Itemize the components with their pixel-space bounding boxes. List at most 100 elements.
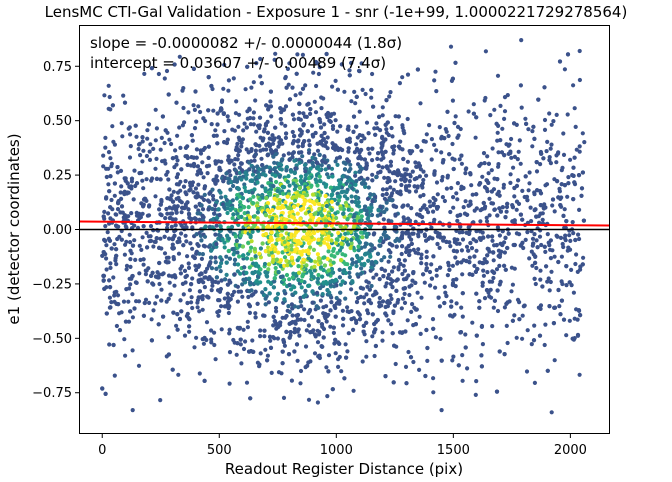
data-point [191,66,196,71]
data-point [206,295,211,300]
data-point [333,147,338,152]
data-point [333,314,338,319]
data-point [410,169,415,174]
data-point [191,190,196,195]
data-point [250,229,255,234]
data-point [157,260,162,266]
data-point [169,193,174,198]
data-point [386,259,391,264]
data-point [227,381,232,386]
data-point [184,239,189,244]
data-point [312,99,317,104]
data-point [263,123,268,128]
data-point [330,278,335,283]
data-point [312,264,317,269]
data-point [424,261,429,267]
data-point [451,195,456,200]
data-point [122,337,127,342]
data-point [263,347,268,352]
data-point [359,61,364,66]
data-point [235,284,240,289]
data-point [116,224,121,229]
data-point [292,134,297,139]
data-point [153,301,158,306]
data-point [410,278,415,283]
data-point [360,359,365,364]
data-point [243,230,248,235]
data-point [223,277,228,282]
data-point [183,145,188,150]
y-tick-label: −0.25 [32,277,72,292]
data-point [311,328,316,333]
data-point [236,187,241,192]
data-point [556,259,561,265]
data-point [450,263,455,268]
data-point [581,255,586,260]
data-point [124,225,129,230]
data-point [187,212,192,217]
data-point [177,239,182,244]
data-point [191,155,196,160]
y-tick-label: −0.75 [32,386,72,401]
data-point [188,187,193,192]
data-point [264,232,269,237]
data-point [283,225,288,230]
data-point [514,207,519,212]
data-point [222,245,227,250]
data-point [324,365,329,370]
data-point [214,223,219,228]
data-point [269,230,274,235]
data-point [568,238,573,243]
data-point [319,106,324,111]
data-point [572,316,577,321]
data-point [274,257,279,262]
data-point [286,174,291,179]
data-point [385,299,391,304]
data-point [281,205,286,210]
data-point [411,247,416,252]
data-point [344,203,349,208]
data-point [375,156,380,161]
data-point [380,192,385,198]
data-point [349,287,354,292]
data-point [495,73,501,78]
data-point [126,126,131,131]
data-point [371,104,376,109]
data-point [525,230,530,235]
data-point [492,176,497,181]
data-point [298,133,303,138]
data-point [377,114,382,119]
data-point [530,144,535,149]
data-point [219,195,224,200]
data-point [202,244,208,249]
data-point [411,323,416,328]
data-point [506,151,511,156]
data-point [460,272,465,277]
data-point [409,241,414,246]
data-point [419,252,424,257]
data-point [112,181,117,186]
data-point [369,283,374,289]
data-point [190,305,195,311]
data-point [226,154,231,159]
data-point [273,173,278,178]
data-point [448,244,453,249]
data-point [104,243,109,248]
data-point [425,345,430,351]
data-point [270,133,275,138]
data-point [502,153,507,158]
data-point [536,305,542,310]
data-point [374,175,379,180]
data-point [224,171,229,176]
data-point [386,132,391,138]
data-point [474,379,479,384]
data-point [212,342,217,348]
data-point [272,319,277,324]
data-point [545,232,550,237]
data-point [451,205,456,210]
data-point [466,248,471,253]
data-point [305,231,310,237]
data-point [359,181,365,186]
data-point [353,173,358,178]
